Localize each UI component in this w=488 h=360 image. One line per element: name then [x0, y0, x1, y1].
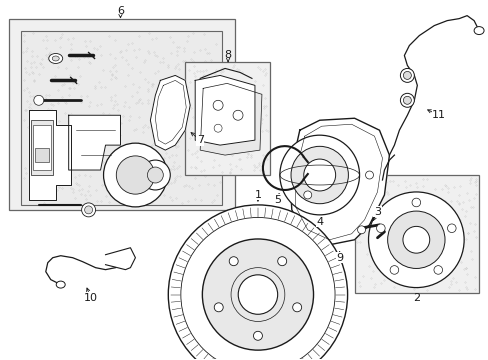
Polygon shape [200, 84, 262, 155]
Circle shape [433, 266, 442, 274]
Bar [185, 62, 269, 175]
Bar [33, 125, 51, 170]
Circle shape [389, 266, 398, 274]
Circle shape [229, 257, 238, 266]
Text: 1: 1 [254, 190, 261, 200]
Bar [31, 120, 53, 175]
Bar [9, 19, 235, 210]
Circle shape [103, 143, 167, 207]
Circle shape [403, 71, 410, 80]
Circle shape [202, 239, 313, 350]
Bar [21, 31, 222, 205]
Circle shape [277, 257, 286, 266]
Circle shape [303, 191, 311, 199]
Circle shape [447, 224, 455, 233]
Circle shape [400, 93, 413, 107]
Circle shape [387, 211, 444, 269]
Circle shape [84, 206, 92, 214]
Circle shape [238, 275, 277, 314]
Circle shape [81, 203, 95, 217]
Text: 11: 11 [431, 110, 446, 120]
Bar [35, 148, 49, 162]
Text: 4: 4 [316, 217, 323, 227]
Circle shape [253, 331, 262, 340]
Circle shape [147, 167, 163, 183]
Polygon shape [105, 248, 135, 270]
Bar [354, 175, 478, 293]
Circle shape [400, 68, 413, 82]
Text: 6: 6 [117, 6, 124, 15]
Circle shape [116, 156, 154, 194]
Polygon shape [195, 75, 254, 145]
Text: 8: 8 [224, 50, 231, 60]
Circle shape [402, 226, 429, 253]
Circle shape [34, 95, 44, 105]
Circle shape [303, 159, 335, 191]
Text: 5: 5 [274, 195, 281, 205]
Circle shape [290, 146, 347, 204]
Polygon shape [150, 75, 190, 150]
Polygon shape [68, 115, 120, 170]
Text: 9: 9 [335, 253, 343, 263]
Text: 2: 2 [412, 293, 419, 302]
Ellipse shape [49, 54, 62, 63]
Polygon shape [29, 110, 71, 200]
Text: 3: 3 [373, 207, 380, 217]
Circle shape [214, 303, 223, 312]
Polygon shape [289, 118, 388, 245]
Circle shape [411, 198, 420, 207]
Circle shape [357, 226, 365, 234]
Text: 7: 7 [196, 135, 203, 145]
Ellipse shape [52, 56, 59, 61]
Circle shape [140, 160, 170, 190]
Circle shape [403, 96, 410, 104]
Circle shape [292, 303, 301, 312]
Text: 10: 10 [83, 293, 98, 302]
Circle shape [168, 205, 347, 360]
Circle shape [233, 110, 243, 120]
Circle shape [213, 100, 223, 110]
Circle shape [376, 224, 385, 233]
Circle shape [368, 192, 463, 288]
Ellipse shape [56, 281, 65, 288]
Circle shape [279, 135, 359, 215]
Ellipse shape [473, 27, 483, 35]
Circle shape [365, 171, 373, 179]
Circle shape [214, 124, 222, 132]
